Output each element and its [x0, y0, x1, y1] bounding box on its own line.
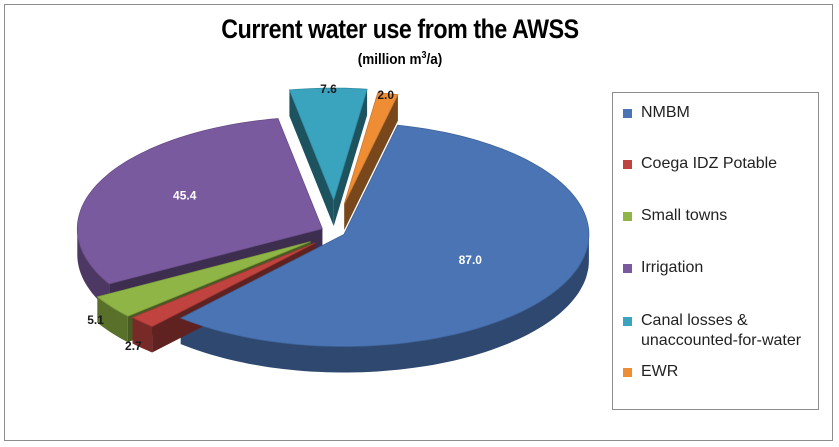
- slice-ewr: [343, 92, 399, 205]
- legend-label-irrigation: Irrigation: [641, 259, 704, 276]
- data-label-canal-losses: 7.6: [320, 82, 337, 96]
- legend-label-canal-losses-line2: unaccounted-for-water: [641, 332, 802, 349]
- legend-label-small-towns: Small towns: [641, 207, 728, 224]
- data-label-nmbm: 87.0: [459, 253, 483, 267]
- subtitle-end: /a): [426, 51, 443, 68]
- legend-swatch-ewr: [623, 368, 632, 377]
- data-label-ewr: 2.0: [377, 88, 394, 102]
- legend-swatch-small-towns: [623, 212, 632, 221]
- legend-label-coega: Coega IDZ Potable: [641, 155, 778, 172]
- legend-label-canal-losses: Canal losses & unaccounted-for-water: [641, 311, 826, 351]
- slice-nmbm: [179, 124, 590, 347]
- legend: NMBM Coega IDZ Potable Small towns Irrig…: [612, 92, 819, 410]
- chart-title: Current water use from the AWSS: [221, 14, 579, 44]
- slice-small-towns: [96, 241, 311, 317]
- legend-label-canal-losses-line1: Canal losses &: [641, 312, 748, 329]
- slice-side-nmbm-0: [180, 234, 589, 373]
- slice-side-coega-0: [132, 317, 153, 353]
- legend-label-ewr: EWR: [641, 363, 679, 380]
- slice-side-irrigation-0: [77, 228, 110, 310]
- legend-swatch-canal-losses: [623, 317, 632, 326]
- data-label-irrigation: 45.4: [173, 188, 197, 202]
- data-label-small-towns: 5.1: [87, 313, 104, 327]
- data-label-coega: 2.7: [125, 339, 142, 353]
- slice-wall-canal-losses-1: [333, 89, 368, 227]
- legend-label-nmbm: NMBM: [641, 104, 690, 121]
- subtitle-main: (million m: [357, 51, 422, 68]
- slice-canal-losses: [288, 87, 368, 202]
- legend-swatch-nmbm: [623, 109, 632, 118]
- slice-side-small-towns-0: [97, 296, 128, 343]
- legend-swatch-coega: [623, 160, 632, 169]
- slice-wall-canal-losses-0: [289, 90, 334, 227]
- slice-coega: [131, 242, 316, 327]
- pie-top-layer: [76, 87, 590, 347]
- subtitle-superscript: 3: [421, 50, 427, 61]
- pie-label-layer: 87.0 2.7 5.1 45.4 7.6 2.0: [87, 82, 482, 353]
- chart-subtitle: (million m3/a): [40, 50, 760, 68]
- slice-wall-ewr-1: [344, 94, 398, 230]
- slice-wall-coega-1: [132, 242, 316, 344]
- slice-irrigation: [76, 118, 323, 285]
- legend-swatch-irrigation: [623, 264, 632, 273]
